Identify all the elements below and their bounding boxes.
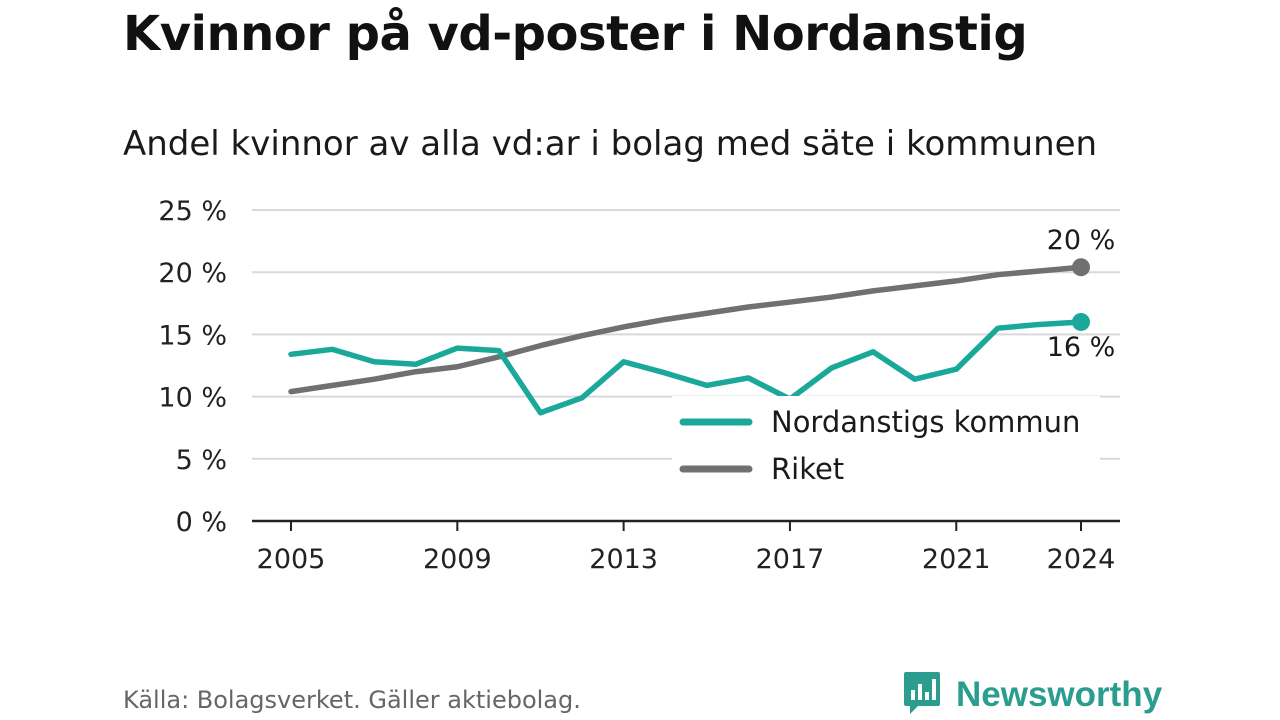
x-tick-label: 2024 — [1047, 544, 1116, 575]
end-value-label: 16 % — [1047, 332, 1116, 363]
series-line-riket — [288, 264, 1084, 395]
y-tick-label: 20 % — [158, 258, 227, 289]
y-tick-label: 5 % — [176, 445, 227, 476]
x-tick-label: 2017 — [756, 544, 825, 575]
x-tick-label: 2009 — [423, 544, 492, 575]
end-labels: 16 % 20 % — [1047, 225, 1116, 363]
legend-box — [672, 396, 1100, 490]
brand-name: Newsworthy — [956, 675, 1163, 714]
y-axis-ticks: 0 % 5 % 10 % 15 % 20 % 25 % — [158, 196, 227, 538]
end-point-dot — [1072, 258, 1090, 277]
legend-label: Riket — [771, 452, 844, 486]
legend: Nordanstigs kommun Riket — [672, 396, 1100, 490]
x-axis: 2005 2009 2013 2017 2021 2024 — [252, 519, 1120, 575]
bar-chart-speech-bubble-icon — [902, 670, 942, 720]
end-value-label: 20 % — [1047, 225, 1116, 256]
x-tick-label: 2013 — [589, 544, 658, 575]
chart-subtitle: Andel kvinnor av alla vd:ar i bolag med … — [123, 124, 1098, 164]
series-lines — [288, 264, 1084, 416]
series-line-nordanstigs-kommun — [288, 319, 1084, 416]
chart-title: Kvinnor på vd-poster i Nordanstig — [123, 6, 1028, 62]
legend-label: Nordanstigs kommun — [771, 405, 1080, 439]
end-point-dot — [1072, 312, 1090, 331]
brand-logo: Newsworthy — [902, 670, 1162, 720]
x-tick-label: 2021 — [922, 544, 991, 575]
y-tick-label: 10 % — [158, 383, 227, 414]
x-tick-label: 2005 — [257, 544, 326, 575]
y-tick-label: 25 % — [158, 196, 227, 227]
y-tick-label: 0 % — [176, 507, 227, 538]
source-note: Källa: Bolagsverket. Gäller aktiebolag. — [123, 686, 581, 714]
y-tick-label: 15 % — [158, 320, 227, 351]
